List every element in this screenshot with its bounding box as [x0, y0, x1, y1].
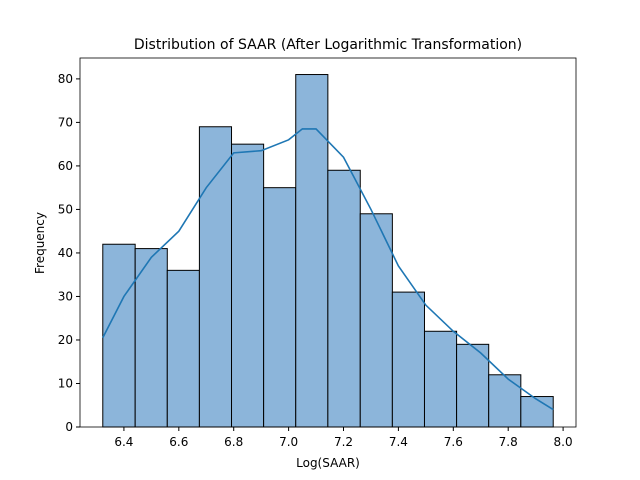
bar	[231, 143, 265, 428]
x-tick-label: 7.0	[279, 435, 298, 449]
x-tick-label: 6.8	[224, 435, 243, 449]
x-tick-label: 6.6	[169, 435, 188, 449]
x-tick-label: 7.4	[389, 435, 408, 449]
chart-title: Distribution of SAAR (After Logarithmic …	[134, 37, 522, 53]
y-tick-label: 40	[58, 246, 73, 260]
y-tick-label: 70	[58, 115, 73, 129]
y-tick-label: 80	[58, 72, 73, 86]
bar	[166, 269, 200, 428]
y-axis-label: Frequency	[33, 212, 47, 274]
bar	[295, 74, 329, 428]
x-tick-label: 8.0	[554, 435, 573, 449]
x-tick-label: 7.2	[334, 435, 353, 449]
bar	[327, 169, 361, 428]
x-tick-label: 6.4	[114, 435, 133, 449]
x-tick-label: 7.6	[444, 435, 463, 449]
bar	[391, 291, 425, 428]
plot-frame	[79, 57, 577, 428]
y-tick-label: 10	[58, 376, 73, 390]
y-tick-label: 60	[58, 159, 73, 173]
bar	[456, 343, 490, 428]
y-tick-label: 20	[58, 333, 73, 347]
bar	[488, 374, 522, 428]
bar	[359, 213, 393, 428]
y-tick-label: 0	[65, 420, 73, 434]
kde-line	[102, 128, 554, 411]
bar	[198, 126, 233, 428]
y-tick-label: 50	[58, 202, 73, 216]
bar	[423, 330, 458, 428]
y-tick-label: 30	[58, 289, 73, 303]
bar	[520, 396, 554, 428]
bar	[263, 187, 297, 428]
x-tick-label: 7.8	[499, 435, 518, 449]
x-axis-label: Log(SAAR)	[296, 456, 360, 470]
bar	[134, 248, 168, 428]
bar	[102, 243, 136, 428]
